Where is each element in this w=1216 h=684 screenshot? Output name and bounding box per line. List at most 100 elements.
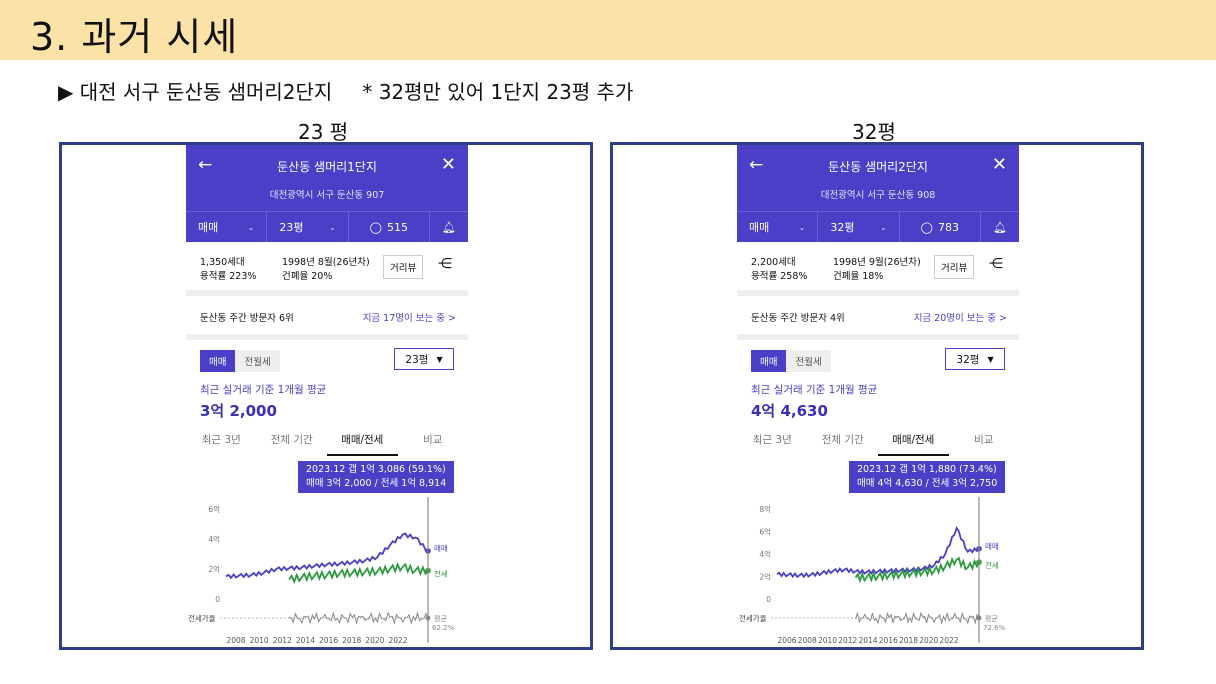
tab-trade-type[interactable]: 매매 ⌄	[737, 212, 819, 242]
close-icon[interactable]: ✕	[440, 154, 456, 175]
households: 1,350세대	[200, 257, 245, 268]
period-tab[interactable]: 전체 기간	[270, 434, 313, 446]
series-label: 전세	[434, 569, 448, 579]
street-view-button[interactable]: 거리뷰	[934, 255, 975, 279]
share-icon[interactable]: ⋲	[438, 256, 452, 272]
tooltip-gap: 2023.12 갭 1억 1,880 (73.4%)	[857, 464, 997, 475]
floor-area-ratio: 용적률 258%	[751, 271, 808, 282]
x-tick-label: 2018	[899, 636, 918, 645]
ratio-avg-value: 72.6%	[983, 624, 1006, 632]
size-dropdown[interactable]: 23평 ▼	[394, 348, 454, 370]
chevron-down-icon: ⌄	[879, 222, 887, 232]
tab-comments[interactable]: ◯ 515	[349, 212, 430, 242]
x-tick-label: 2014	[858, 636, 877, 645]
size-dropdown[interactable]: 32평 ▼	[945, 348, 1005, 370]
tab-size[interactable]: 32평 ⌄	[818, 212, 900, 242]
period-tab[interactable]: 전체 기간	[821, 434, 864, 446]
toggle-rent[interactable]: 전월세	[235, 350, 280, 372]
x-tick-label: 2008	[798, 636, 817, 645]
header-tabs: 매매 ⌄ 32평 ⌄ ◯ 783 🔔︎	[737, 211, 1019, 242]
screenshot-frame-1: ← 둔산동 샘머리1단지 ✕ 대전광역시 서구 둔산동 907 매매 ⌄ 23평 ⌄…	[59, 142, 593, 650]
toggle-sale[interactable]: 매매	[200, 350, 236, 372]
bell-icon: 🔔︎	[442, 220, 456, 234]
chevron-down-icon: ⌄	[798, 222, 806, 232]
ratio-line	[289, 611, 429, 625]
x-tick-label: 2012	[838, 636, 857, 645]
complex-name: 둔산동 샘머리2단지	[828, 160, 928, 174]
period-tabs: 최근 3년 전체 기간 매매/전세 비교	[737, 432, 1019, 456]
panel-label-23: 23 평	[298, 120, 349, 144]
ratio-avg-label: 평균	[434, 614, 447, 623]
avg-label: 최근 실거래 기준 1개월 평균	[751, 384, 878, 396]
toggle-sale[interactable]: 매매	[751, 350, 787, 372]
tab-trade-type[interactable]: 매매 ⌄	[186, 212, 268, 242]
built-year: 1998년 8월(26년차)	[282, 257, 370, 268]
comment-count: 515	[386, 220, 408, 234]
series-line-jeonse	[288, 562, 429, 585]
series-line-sale	[225, 532, 429, 580]
close-icon[interactable]: ✕	[991, 154, 1007, 175]
bell-icon: 🔔︎	[993, 220, 1007, 234]
toggle-rent[interactable]: 전월세	[786, 350, 831, 372]
comment-icon: ◯	[369, 220, 382, 234]
phone-screen: ← 둔산동 샘머리2단지 ✕ 대전광역시 서구 둔산동 908 매매 ⌄ 32평 ⌄…	[737, 145, 1019, 647]
avg-value: 3억 2,000	[200, 402, 277, 420]
tooltip-prices: 매매 3억 2,000 / 전세 1억 8,914	[306, 478, 447, 489]
y-tick-label: 4억	[759, 550, 771, 559]
arrow-left-icon[interactable]: ←	[749, 155, 764, 175]
chart-tooltip: 2023.12 갭 1억 3,086 (59.1%) 매매 3억 2,000 /…	[298, 461, 455, 493]
chevron-down-icon: ⌄	[328, 222, 336, 232]
x-tick-label: 2020	[365, 636, 384, 645]
bell-button[interactable]: 🔔︎	[981, 212, 1019, 242]
tab-comments[interactable]: ◯ 783	[900, 212, 981, 242]
floor-area-ratio: 용적률 223%	[200, 271, 257, 282]
period-tab[interactable]: 매매/전세	[327, 432, 398, 456]
tab-size[interactable]: 23평 ⌄	[267, 212, 349, 242]
viewers-now-link[interactable]: 지금 20명이 보는 중 >	[913, 313, 1007, 324]
arrow-left-icon[interactable]: ←	[198, 155, 213, 175]
x-tick-label: 2016	[879, 636, 898, 645]
slide-title: 3. 과거 시세	[30, 15, 239, 59]
x-tick-label: 2016	[319, 636, 338, 645]
tab-trade-label: 매매	[749, 221, 770, 234]
period-tab[interactable]: 비교	[974, 434, 994, 446]
slide-subtitle: ▶ 대전 서구 둔산동 샘머리2단지 * 32평만 있어 1단지 23평 추가	[58, 76, 633, 105]
x-tick-label: 2006	[777, 636, 796, 645]
header-tabs: 매매 ⌄ 23평 ⌄ ◯ 515 🔔︎	[186, 211, 468, 242]
x-tick-label: 2012	[273, 636, 292, 645]
visit-rank: 둔산동 주간 방문자 6위	[200, 313, 294, 324]
street-view-button[interactable]: 거리뷰	[383, 255, 424, 279]
period-tab[interactable]: 최근 3년	[752, 434, 792, 446]
period-tab[interactable]: 매매/전세	[878, 432, 949, 456]
y-tick-label: 6억	[759, 528, 771, 537]
tab-size-label: 23평	[279, 221, 304, 234]
viewers-now-link[interactable]: 지금 17명이 보는 중 >	[362, 313, 456, 324]
share-icon[interactable]: ⋲	[989, 256, 1003, 272]
comment-icon: ◯	[920, 220, 933, 234]
subtitle-text: ▶ 대전 서구 둔산동 샘머리2단지	[58, 80, 333, 104]
period-tabs: 최근 3년 전체 기간 매매/전세 비교	[186, 432, 468, 456]
tab-trade-label: 매매	[198, 221, 219, 234]
built-year: 1998년 9월(26년차)	[833, 257, 921, 268]
bell-button[interactable]: 🔔︎	[430, 212, 468, 242]
size-dropdown-value: 23평	[405, 353, 429, 366]
panel-label-32: 32평	[852, 120, 896, 144]
trade-toggle: 매매 전월세	[751, 350, 831, 372]
ratio-end-point	[425, 615, 431, 621]
y-tick-label: 2억	[208, 565, 220, 574]
ratio-line	[855, 611, 980, 625]
visit-rank: 둔산동 주간 방문자 4위	[751, 313, 845, 324]
x-tick-label: 2018	[342, 636, 361, 645]
complex-address: 대전광역시 서구 둔산동 907	[269, 190, 385, 201]
x-tick-label: 2022	[939, 636, 958, 645]
period-tab[interactable]: 최근 3년	[201, 434, 241, 446]
avg-value: 4억 4,630	[751, 402, 828, 420]
phone-screen: ← 둔산동 샘머리1단지 ✕ 대전광역시 서구 둔산동 907 매매 ⌄ 23평 ⌄…	[186, 145, 468, 647]
visitor-row: 둔산동 주간 방문자 6위 지금 17명이 보는 중 >	[186, 296, 468, 340]
price-section: 매매 전월세 32평 ▼ 최근 실거래 기준 1개월 평균 4억 4,630 최근…	[737, 340, 1019, 456]
period-tab[interactable]: 비교	[423, 434, 443, 446]
series-line-sale	[776, 526, 980, 579]
x-tick-label: 2008	[226, 636, 245, 645]
y-tick-label: 4억	[208, 535, 220, 544]
ratio-label: 전세가율	[188, 613, 216, 623]
